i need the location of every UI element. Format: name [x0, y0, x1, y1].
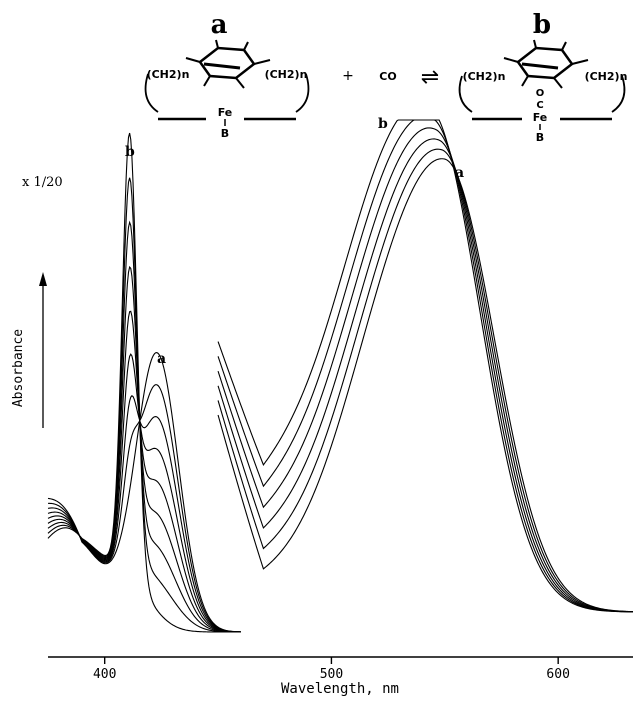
methyl-a3	[203, 75, 211, 87]
methyl-b4	[553, 77, 563, 89]
x-tick-label-600: 600	[546, 667, 569, 682]
absorbance-axis-arrow-icon	[39, 272, 47, 428]
bracket-right-a	[295, 73, 310, 113]
methyl-a1	[185, 57, 201, 63]
ligand-oxygen: O	[536, 88, 545, 99]
reaction-scheme: a (CH2)n (CH2)n Fe B + CO ⇌ b	[144, 10, 628, 144]
soret-series-5	[47, 310, 241, 633]
x-axis-ticks: 400 500 600	[93, 657, 570, 682]
soret-series-4	[47, 353, 241, 633]
visible-label-a: a	[455, 165, 464, 181]
visible-series-6	[217, 119, 633, 613]
bracket-left-a	[144, 73, 159, 113]
soret-series-8	[47, 177, 241, 633]
bracket-right-b	[611, 75, 626, 113]
soret-band-curves	[47, 132, 241, 633]
methyl-a5	[215, 39, 219, 49]
structure-b: b (CH2)n (CH2)n O C Fe B	[458, 10, 628, 144]
chain-right-b: (CH2)n	[585, 70, 628, 83]
soret-label-a: a	[157, 351, 166, 367]
soret-series-1	[47, 352, 241, 633]
ligand-carbon: C	[536, 100, 543, 111]
metal-b: Fe	[533, 111, 548, 124]
soret-series-2	[47, 384, 241, 633]
base-b: B	[536, 131, 544, 144]
reagent-co: CO	[379, 70, 396, 83]
visible-series-2	[217, 148, 633, 613]
bracket-left-b	[458, 75, 473, 113]
soret-scale-label: x 1/20	[22, 175, 63, 190]
structure-a: a (CH2)n (CH2)n Fe B	[144, 10, 310, 140]
soret-series-9	[47, 132, 241, 633]
x-tick-label-400: 400	[93, 667, 116, 682]
methyl-a4	[235, 77, 245, 89]
chain-right-a: (CH2)n	[265, 68, 308, 81]
visible-band-curves	[217, 119, 633, 613]
chain-left-b: (CH2)n	[463, 70, 506, 83]
chain-left-a: (CH2)n	[147, 68, 190, 81]
equilibrium-arrow-icon: ⇌	[421, 65, 439, 90]
visible-series-3	[217, 138, 633, 613]
soret-series-6	[47, 265, 241, 633]
visible-series-5	[217, 119, 633, 613]
methyl-b6	[561, 41, 567, 51]
methyl-b3	[521, 75, 529, 87]
methyl-a6	[243, 41, 249, 51]
x-tick-label-500: 500	[320, 667, 343, 682]
y-axis-label: Absorbance	[11, 329, 26, 407]
methyl-b5	[533, 39, 537, 49]
metal-a: Fe	[218, 106, 233, 119]
base-a: B	[221, 127, 229, 140]
x-axis-label: Wavelength, nm	[281, 681, 399, 697]
methyl-b2	[571, 59, 589, 65]
structure-b-label: b	[533, 10, 551, 40]
visible-series-4	[217, 127, 633, 613]
methyl-a2	[253, 59, 271, 65]
ring-bond-a	[203, 62, 241, 70]
structure-a-label: a	[211, 10, 228, 40]
soret-label-b: b	[125, 144, 135, 160]
ring-bond-b	[521, 62, 559, 70]
visible-label-b: b	[378, 116, 388, 132]
methyl-b1	[503, 57, 519, 63]
plus-sign: +	[342, 68, 354, 84]
visible-series-1	[217, 158, 633, 613]
